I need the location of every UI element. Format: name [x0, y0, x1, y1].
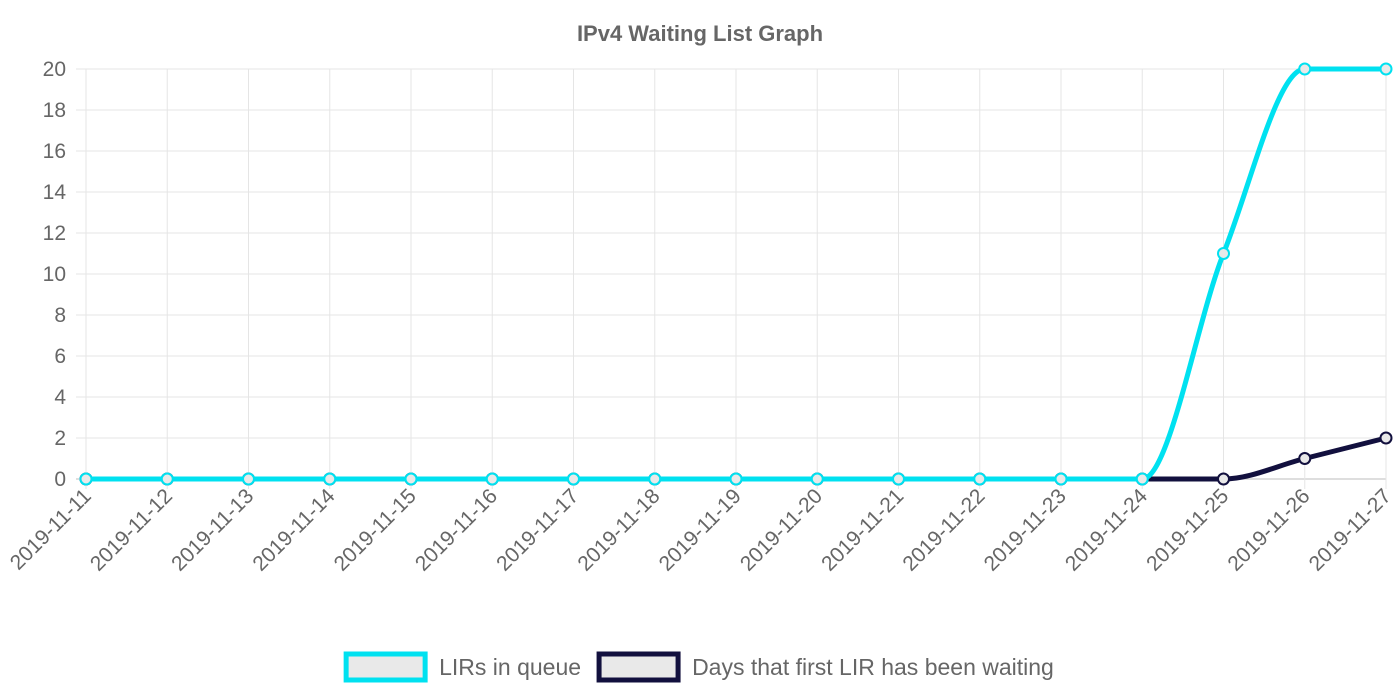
legend-item: LIRs in queue: [343, 651, 581, 683]
series-1: [79, 62, 1393, 486]
x-tick-label: 2019-11-20: [736, 485, 827, 576]
data-point: [567, 472, 580, 486]
x-tick-label: 2019-11-13: [167, 485, 258, 576]
x-axis-ticks: 2019-11-112019-11-122019-11-132019-11-14…: [6, 484, 1396, 575]
grid: [76, 68, 1387, 489]
x-tick-label: 2019-11-16: [411, 485, 502, 576]
data-point: [1379, 431, 1393, 445]
y-tick-label: 16: [43, 140, 66, 163]
legend-swatch: [343, 651, 428, 683]
data-point: [1135, 472, 1149, 486]
legend-label: Days that first LIR has been waiting: [692, 654, 1054, 680]
y-tick-label: 10: [43, 263, 66, 286]
y-tick-label: 0: [54, 468, 66, 491]
data-point: [892, 472, 905, 486]
x-tick-label: 2019-11-21: [817, 485, 908, 576]
legend-swatch: [596, 651, 681, 683]
y-tick-label: 12: [43, 222, 66, 245]
series-line: [83, 66, 1389, 482]
y-tick-label: 6: [54, 345, 66, 368]
y-tick-label: 2: [54, 427, 66, 450]
data-point: [1054, 472, 1068, 486]
x-tick-label: 2019-11-27: [1305, 485, 1396, 576]
legend-label: LIRs in queue: [439, 654, 581, 680]
legend: LIRs in queue Days that first LIR has bee…: [343, 651, 1054, 683]
y-tick-label: 8: [54, 304, 66, 327]
data-point: [810, 472, 824, 486]
x-tick-label: 2019-11-15: [330, 485, 421, 576]
data-point: [1298, 62, 1312, 76]
y-tick-label: 14: [43, 181, 67, 204]
data-point: [1379, 62, 1393, 76]
data-point: [1217, 247, 1230, 260]
x-tick-label: 2019-11-14: [248, 484, 339, 575]
x-tick-label: 2019-11-19: [655, 485, 746, 576]
x-tick-label: 2019-11-26: [1223, 485, 1314, 576]
data-point: [1298, 452, 1312, 465]
x-tick-label: 2019-11-22: [898, 485, 989, 576]
x-tick-label: 2019-11-24: [1061, 484, 1152, 575]
data-point: [79, 472, 93, 486]
x-tick-label: 2019-11-18: [573, 485, 664, 576]
data-point: [485, 472, 499, 486]
data-point: [160, 472, 174, 486]
y-axis-ticks: 0 2 4 6 8 10 12 14 16 18 20: [43, 58, 67, 491]
x-tick-label: 2019-11-17: [492, 485, 583, 576]
data-point: [729, 472, 743, 486]
data-point: [242, 472, 255, 486]
x-tick-label: 2019-11-23: [980, 485, 1071, 576]
data-point: [648, 472, 662, 486]
y-tick-label: 20: [43, 58, 66, 81]
x-tick-label: 2019-11-11: [6, 485, 96, 575]
y-tick-label: 4: [54, 386, 66, 409]
data-point: [973, 472, 987, 486]
legend-item: Days that first LIR has been waiting: [596, 651, 1054, 683]
series-lines: [79, 62, 1393, 486]
data-point: [323, 472, 337, 486]
data-point: [1217, 472, 1230, 486]
x-tick-label: 2019-11-25: [1142, 485, 1233, 576]
data-point: [404, 472, 418, 486]
x-tick-label: 2019-11-12: [86, 485, 177, 576]
chart-title: IPv4 Waiting List Graph: [577, 21, 823, 46]
y-tick-label: 18: [43, 99, 66, 122]
